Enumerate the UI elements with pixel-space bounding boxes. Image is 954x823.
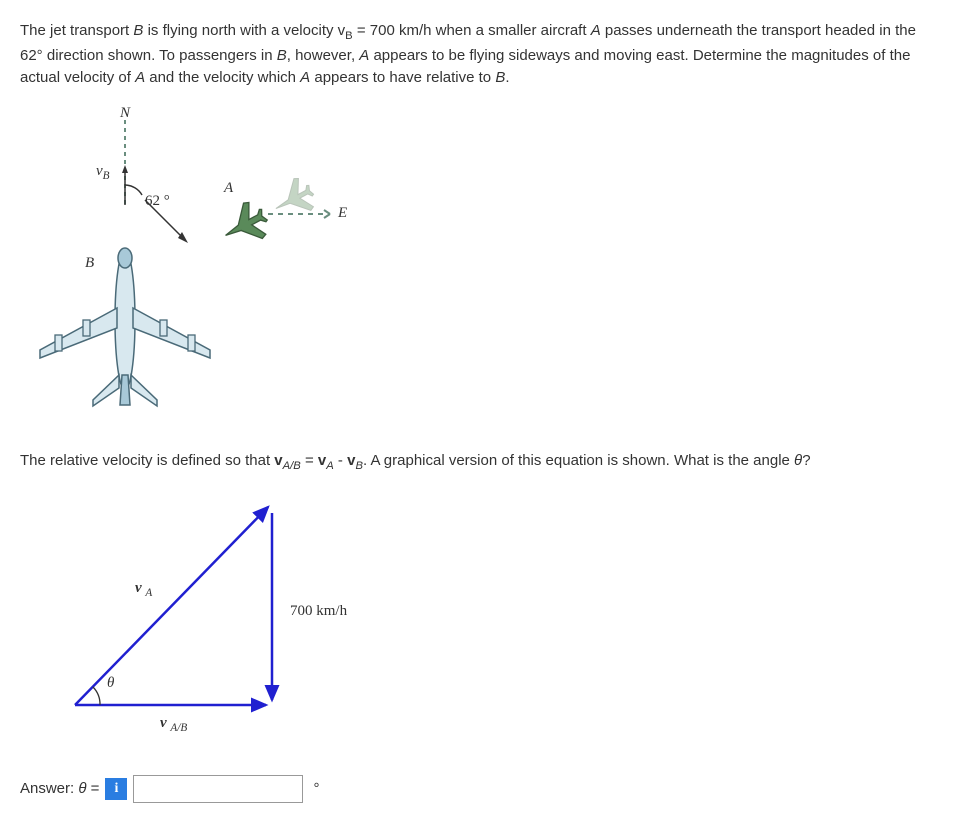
theta-input[interactable] [133,775,303,803]
label-A: A [224,180,233,197]
label-vA: v A [135,580,152,599]
figure-aircraft: N vB 62 ° A E B [20,110,420,430]
label-vAB: v A/B [160,715,187,734]
label-vB: vB [96,163,110,182]
label-N: N [120,105,130,122]
label-theta: θ [107,675,114,692]
label-700: 700 km/h [290,603,347,620]
figure-vector-triangle: v A θ v A/B 700 km/h [50,495,430,745]
label-E: E [338,205,347,222]
question-text: The relative velocity is defined so that… [20,450,934,475]
label-B: B [85,255,94,272]
label-angle: 62 ° [145,193,170,210]
problem-text: The jet transport B is flying north with… [20,20,934,90]
info-icon[interactable]: i [105,778,127,800]
degree-unit: ° [313,780,319,797]
answer-row: Answer: θ = i ° [20,775,934,803]
answer-label: Answer: θ = [20,780,99,797]
